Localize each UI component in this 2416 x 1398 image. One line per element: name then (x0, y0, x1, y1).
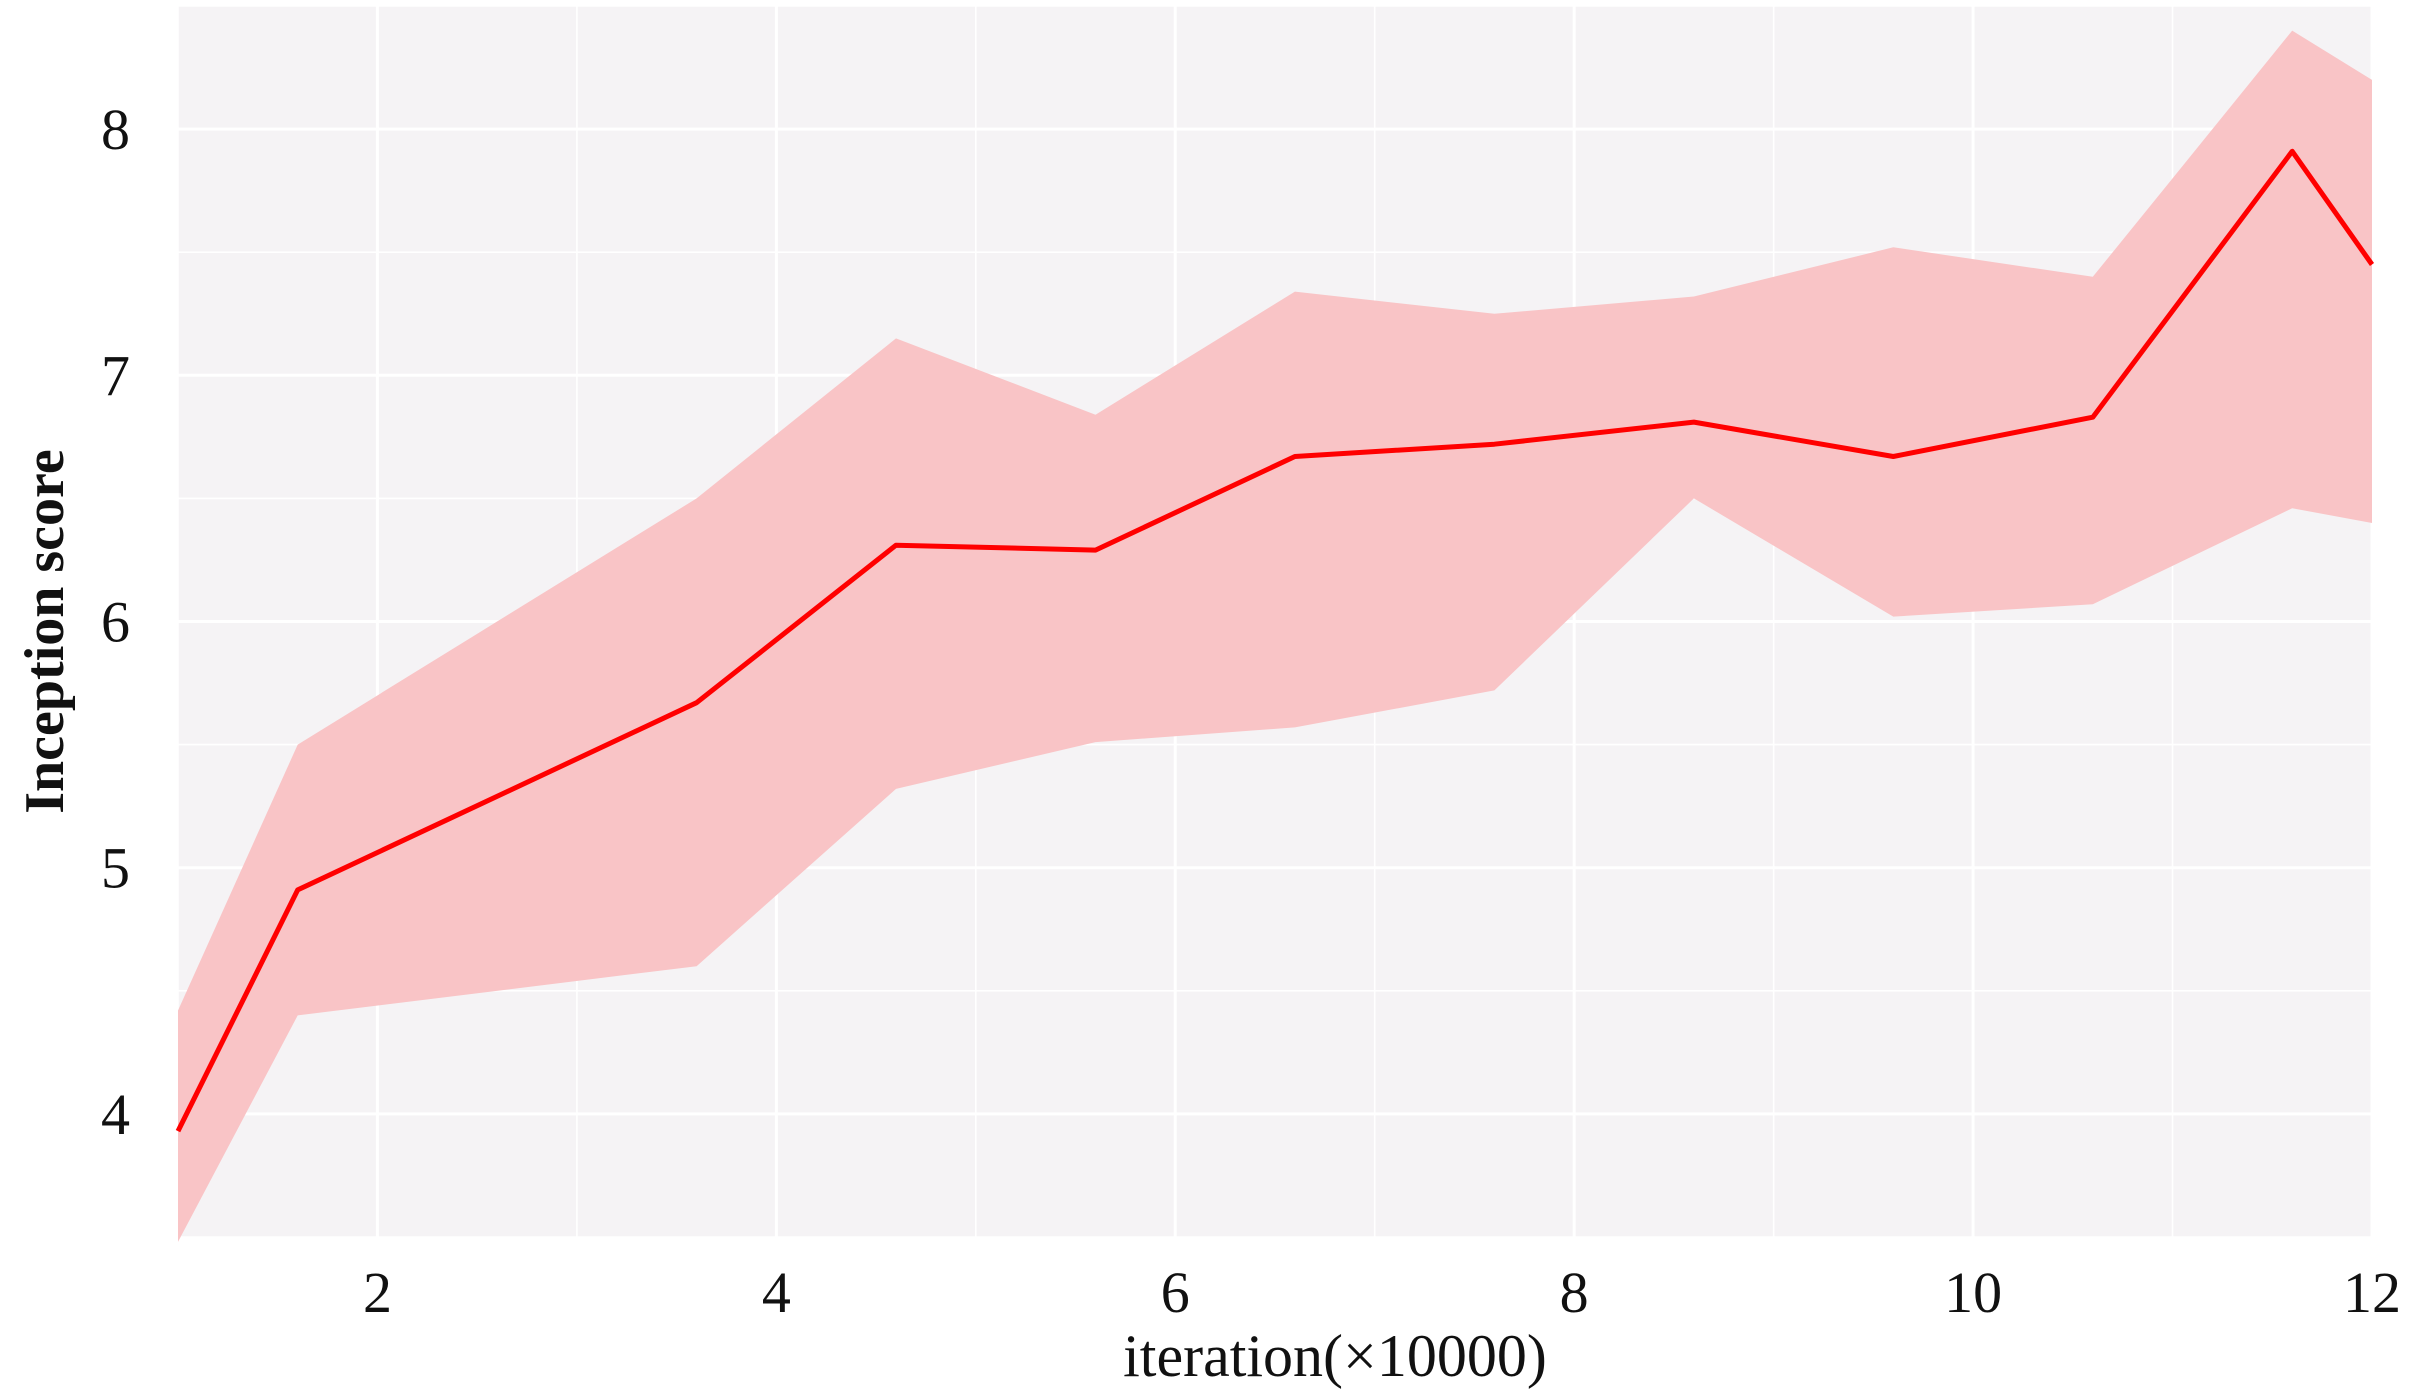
y-tick-label: 8 (101, 97, 130, 162)
y-tick-label: 7 (101, 343, 130, 408)
y-tick-labels: 4 5 6 7 8 (101, 97, 130, 1147)
x-tick-label: 2 (363, 1260, 392, 1325)
x-tick-label: 6 (1161, 1260, 1190, 1325)
x-tick-label: 12 (2343, 1260, 2401, 1325)
series-line-layer (175, 148, 2375, 1133)
y-tick-label: 4 (101, 1082, 130, 1147)
x-tick-labels: 2 4 6 8 10 12 (363, 1260, 2401, 1325)
confidence-band (178, 30, 2372, 1242)
y-tick-label: 5 (101, 836, 130, 901)
confidence-band-layer (178, 30, 2372, 1242)
y-axis-label: Inception score (14, 449, 76, 814)
series-line (175, 148, 2375, 1133)
y-tick-label: 6 (101, 590, 130, 655)
x-tick-label: 8 (1560, 1260, 1589, 1325)
x-tick-label: 10 (1944, 1260, 2002, 1325)
x-axis-label: iteration(×10000) (1123, 1323, 1547, 1389)
x-tick-label: 4 (762, 1260, 791, 1325)
